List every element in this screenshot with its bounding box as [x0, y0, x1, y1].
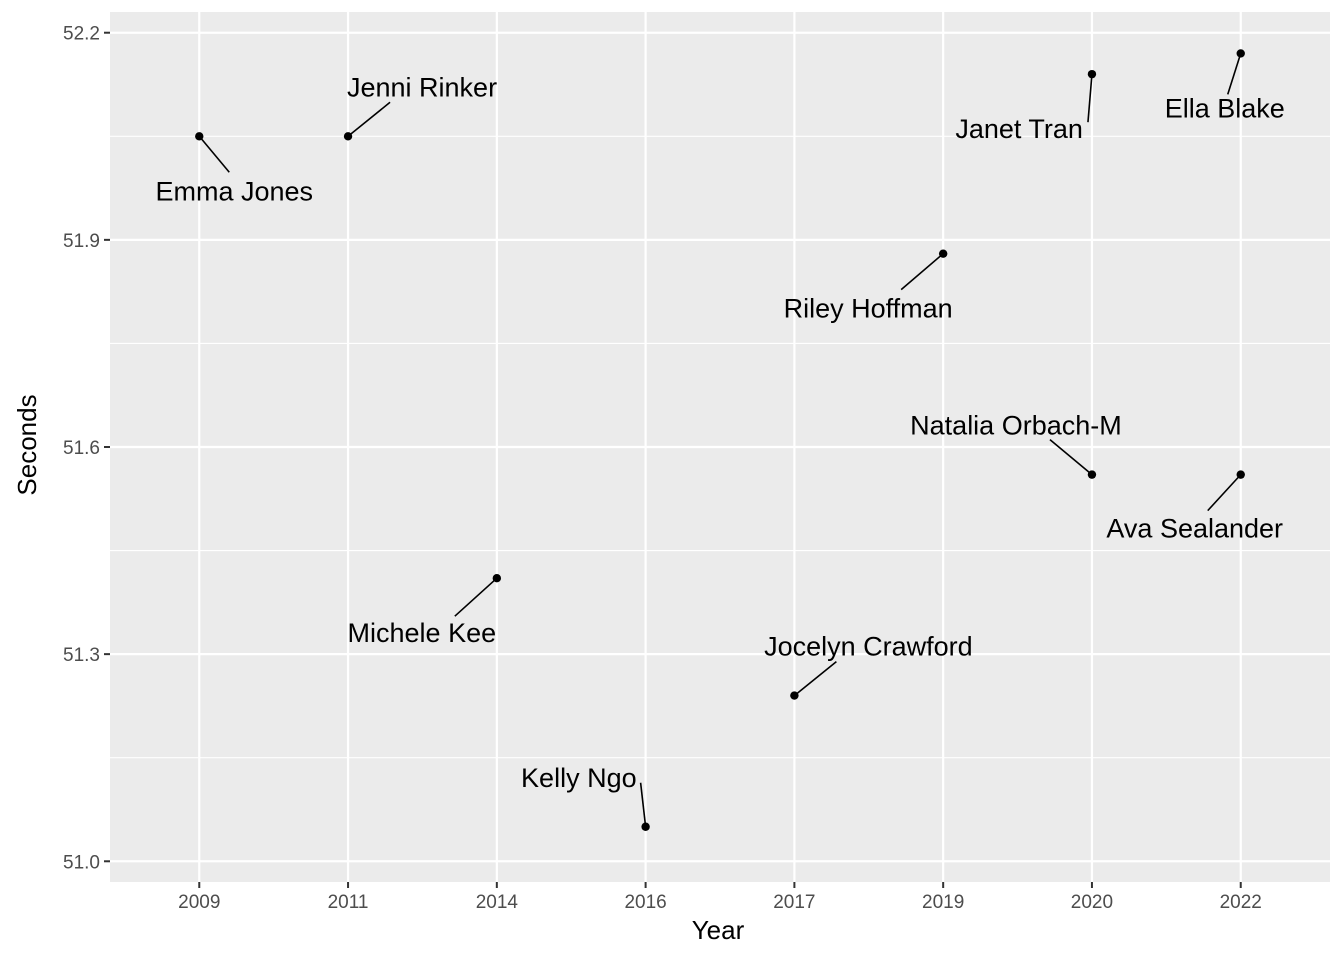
data-points: [195, 49, 1245, 831]
point-label: Natalia Orbach-M: [910, 411, 1122, 441]
leader-line: [347, 101, 391, 137]
major-gridlines: [110, 12, 1330, 882]
leader-line: [1049, 439, 1093, 476]
point-label: Ava Sealander: [1106, 514, 1283, 544]
y-axis-title: Seconds: [12, 394, 42, 495]
y-tick-label: 52.2: [63, 24, 100, 45]
label-leader-lines: [198, 53, 1242, 827]
y-tick-label: 51.9: [63, 231, 100, 252]
x-tick-label: 2014: [476, 892, 519, 913]
y-tick-label: 51.0: [63, 852, 100, 873]
data-point: [1236, 470, 1245, 479]
y-tick-label: 51.3: [63, 645, 100, 666]
x-tick-label: 2011: [328, 892, 369, 913]
point-label: Janet Tran: [955, 114, 1083, 144]
leader-line: [198, 135, 230, 173]
leader-line: [900, 253, 944, 291]
x-tick-label: 2017: [773, 892, 815, 913]
data-point: [195, 132, 204, 141]
data-point: [938, 249, 948, 258]
y-tick-label: 51.6: [63, 438, 100, 459]
data-point: [641, 822, 650, 831]
x-tick-label: 2009: [178, 892, 220, 913]
y-axis: 51.0 51.3 51.6 51.9 52.2: [63, 24, 110, 873]
data-point: [1236, 49, 1245, 58]
leader-line: [1226, 53, 1242, 95]
data-point: [1087, 69, 1097, 79]
point-label: Riley Hoffman: [784, 294, 953, 324]
point-label: Emma Jones: [155, 176, 313, 206]
point-labels: Emma Jones Jenni Rinker Michele Kee Kelly N…: [155, 72, 1284, 792]
point-label: Ella Blake: [1165, 93, 1285, 123]
leader-line: [639, 782, 647, 827]
x-tick-label: 2019: [922, 892, 964, 913]
x-tick-label: 2016: [624, 892, 666, 913]
point-label: Michele Kee: [348, 618, 497, 648]
leader-line: [793, 660, 837, 697]
leader-line: [1087, 74, 1093, 123]
leader-line: [454, 577, 498, 617]
x-axis: 2009 2011 2014 2016 2017 2019 2020 2022: [178, 882, 1262, 913]
point-label: Jocelyn Crawford: [764, 632, 973, 662]
data-point: [343, 132, 353, 141]
data-point: [1087, 470, 1097, 479]
point-label: Kelly Ngo: [521, 763, 637, 793]
point-label: Jenni Rinker: [347, 72, 497, 102]
x-axis-title: Year: [692, 915, 745, 945]
leader-line: [1207, 474, 1242, 512]
data-point: [790, 691, 799, 700]
x-tick-label: 2020: [1071, 892, 1113, 913]
x-tick-label: 2022: [1220, 892, 1262, 913]
minor-gridlines: [110, 135, 1330, 759]
data-point: [492, 573, 502, 583]
